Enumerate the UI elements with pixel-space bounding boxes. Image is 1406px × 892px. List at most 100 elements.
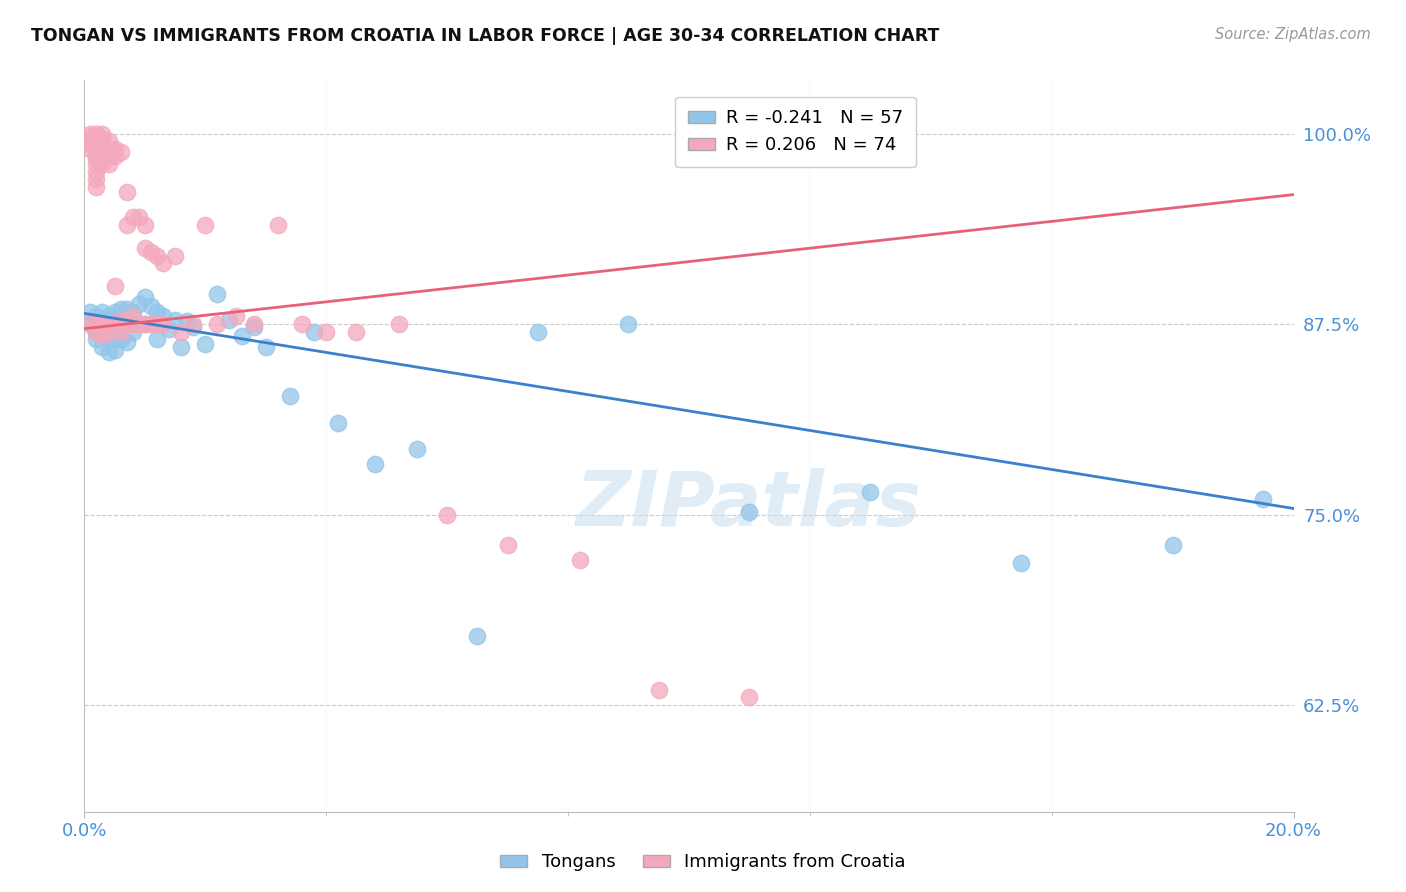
Point	[218, 312, 240, 326]
Point	[1253, 492, 1275, 507]
Point	[86, 151, 108, 165]
Point	[194, 218, 217, 232]
Point	[134, 317, 156, 331]
Point	[406, 442, 429, 456]
Point	[121, 325, 143, 339]
Point	[176, 314, 198, 328]
Point	[97, 317, 120, 331]
Point	[97, 149, 120, 163]
Point	[436, 508, 458, 522]
Point	[97, 142, 120, 156]
Point	[86, 157, 108, 171]
Point	[165, 312, 187, 326]
Point	[165, 248, 187, 262]
Point	[128, 317, 150, 331]
Point	[97, 332, 120, 346]
Point	[363, 457, 385, 471]
Point	[110, 145, 132, 159]
Point	[110, 325, 132, 339]
Point	[242, 317, 264, 331]
Point	[104, 305, 127, 319]
Point	[91, 317, 114, 331]
Point	[79, 142, 101, 156]
Point	[104, 317, 127, 331]
Point	[170, 325, 193, 339]
Point	[97, 134, 120, 148]
Point	[467, 630, 489, 644]
Point	[104, 149, 127, 163]
Point	[86, 325, 108, 339]
Point	[134, 218, 156, 232]
Point	[302, 325, 325, 339]
Point	[134, 290, 156, 304]
Point	[738, 504, 761, 518]
Point	[86, 142, 108, 156]
Point	[79, 317, 101, 331]
Point	[157, 321, 180, 335]
Point	[91, 327, 114, 342]
Point	[86, 133, 108, 147]
Point	[115, 185, 138, 199]
Point	[86, 172, 108, 186]
Point	[569, 553, 592, 567]
Point	[91, 157, 114, 171]
Point	[617, 317, 640, 331]
Point	[104, 279, 127, 293]
Point	[86, 332, 108, 346]
Point	[104, 317, 127, 331]
Point	[242, 320, 264, 334]
Point	[110, 301, 132, 316]
Point	[91, 149, 114, 163]
Point	[104, 142, 127, 156]
Point	[115, 335, 138, 350]
Point	[97, 157, 120, 171]
Point	[152, 317, 174, 331]
Point	[91, 131, 114, 145]
Point	[91, 127, 114, 141]
Point	[86, 310, 108, 324]
Point	[115, 301, 138, 316]
Point	[146, 332, 169, 346]
Point	[207, 317, 229, 331]
Point	[134, 241, 156, 255]
Point	[315, 325, 337, 339]
Point	[146, 248, 169, 262]
Point	[79, 127, 101, 141]
Point	[91, 137, 114, 152]
Text: ZIPatlas: ZIPatlas	[576, 467, 922, 541]
Point	[91, 327, 114, 342]
Point	[128, 211, 150, 225]
Point	[267, 218, 290, 232]
Point	[104, 331, 127, 345]
Point	[388, 317, 411, 331]
Point	[115, 317, 138, 331]
Point	[128, 297, 150, 311]
Point	[291, 317, 314, 331]
Point	[86, 137, 108, 152]
Point	[110, 317, 132, 331]
Point	[91, 340, 114, 354]
Point	[121, 305, 143, 319]
Point	[152, 310, 174, 324]
Point	[86, 317, 108, 331]
Point	[1011, 557, 1033, 571]
Point	[152, 256, 174, 270]
Point	[139, 245, 162, 260]
Point	[79, 317, 101, 331]
Point	[254, 340, 277, 354]
Legend: R = -0.241   N = 57, R = 0.206   N = 74: R = -0.241 N = 57, R = 0.206 N = 74	[675, 96, 915, 167]
Point	[1161, 538, 1184, 552]
Point	[115, 218, 138, 232]
Point	[97, 310, 120, 324]
Point	[648, 682, 671, 697]
Point	[121, 317, 143, 331]
Point	[110, 312, 132, 326]
Point	[346, 325, 368, 339]
Point	[86, 127, 108, 141]
Point	[97, 320, 120, 334]
Point	[104, 343, 127, 357]
Point	[134, 317, 156, 331]
Point	[738, 690, 761, 705]
Point	[225, 310, 247, 324]
Point	[278, 389, 301, 403]
